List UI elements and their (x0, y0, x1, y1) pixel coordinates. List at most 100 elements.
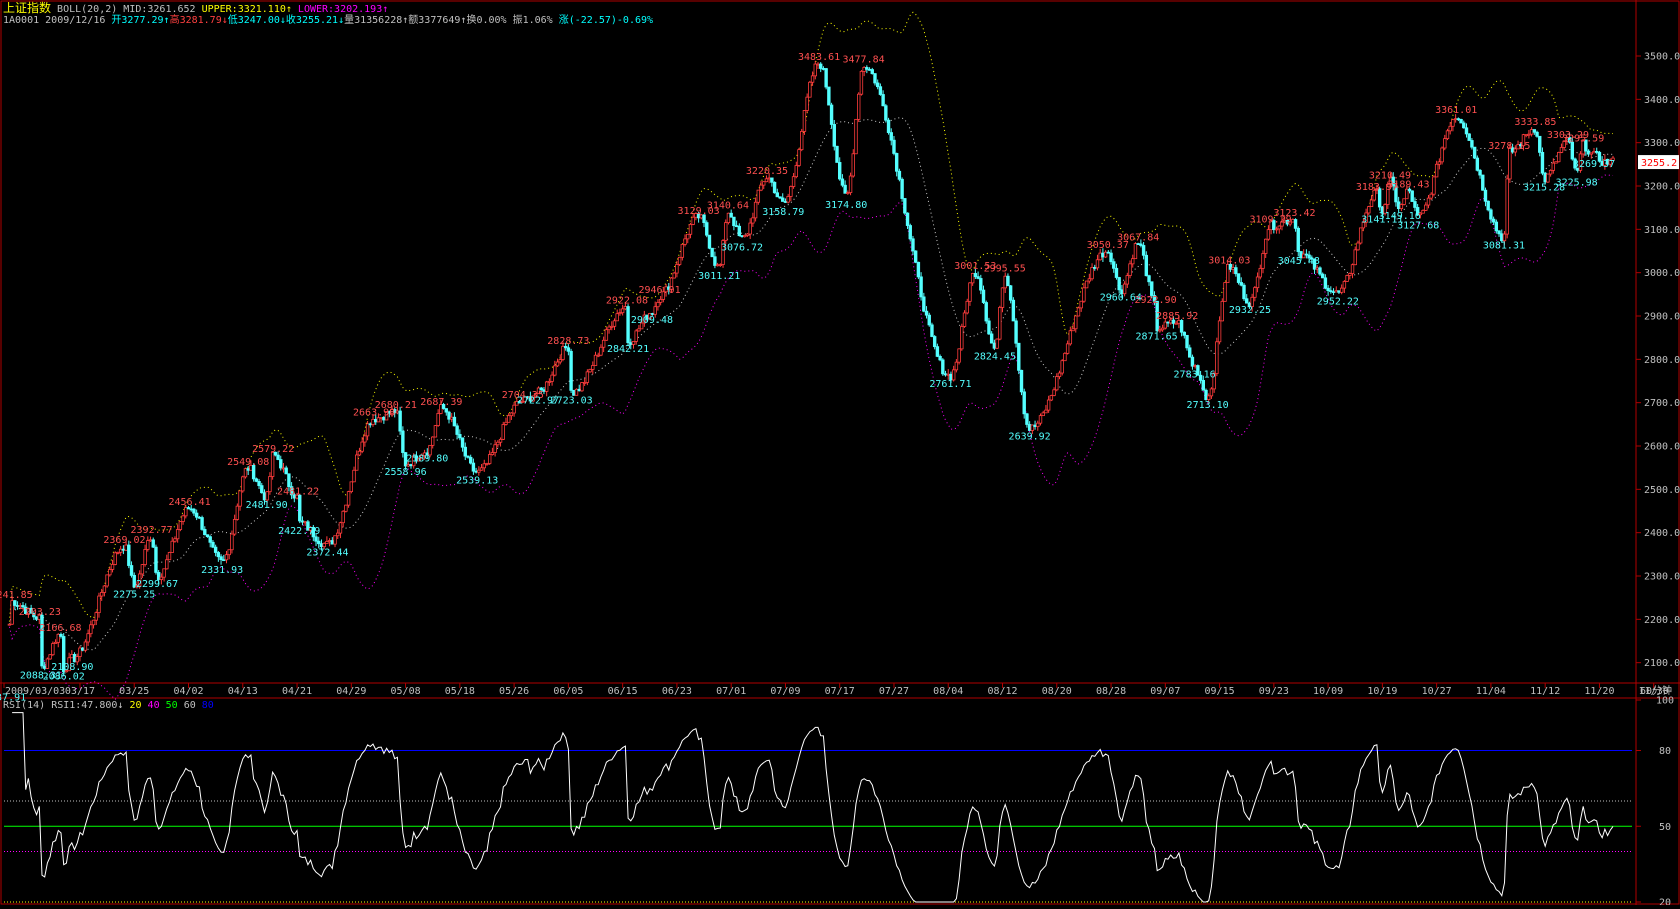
candle-body (691, 216, 695, 225)
candle-body (167, 552, 172, 561)
current-price-label: 3255.2 (1641, 158, 1677, 169)
candle-body (686, 233, 690, 240)
candle-body (154, 546, 158, 573)
candle-body (89, 624, 93, 635)
candle-body (97, 595, 101, 614)
candle-body (352, 469, 356, 483)
price-tick-label: 2300.0 (1644, 572, 1680, 583)
trough-label: 3076.72 (721, 242, 763, 253)
candle-body (569, 350, 573, 391)
candle-body (216, 552, 221, 558)
candle-body (1516, 144, 1520, 150)
candle-body (349, 481, 354, 493)
candle-body (1456, 118, 1461, 121)
candle-body (1573, 158, 1577, 169)
candle-body (816, 63, 820, 66)
candle-body (1562, 141, 1566, 148)
candle-body (78, 647, 82, 657)
candle-body (930, 324, 934, 337)
candle-body (721, 240, 725, 265)
date-tick-label: 09/23 (1259, 686, 1289, 697)
candle-body (428, 444, 432, 456)
price-axis[interactable]: 3500.0 3400.0 3300.0 3200.0 3100.0 3000.0 2900… (1636, 52, 1680, 698)
trough-label: 3158.79 (762, 207, 804, 218)
date-tick-label: 10/27 (1422, 686, 1452, 697)
candle-body (1236, 273, 1241, 283)
candle-body (1326, 287, 1330, 291)
date-tick-label: 05/26 (499, 686, 529, 697)
quote-volume: 量31356228↑ (344, 15, 409, 26)
candle-body (333, 535, 337, 545)
candle-body (262, 492, 267, 501)
candle-body (1188, 347, 1192, 358)
candle-body (1339, 287, 1344, 293)
candle-body (960, 326, 964, 350)
candle-body (523, 396, 527, 402)
candle-body (1532, 129, 1537, 133)
candle-body (1071, 328, 1075, 332)
price-tick-label: 2700.0 (1644, 398, 1680, 409)
candle-body (99, 592, 104, 597)
candle-body (843, 184, 847, 194)
candle-body (612, 320, 617, 327)
candle-body (1312, 258, 1317, 270)
candle-body (1429, 193, 1433, 199)
rsi-header: RSI(14) RSI1:47.800↓ 20 40 50 60 80 (3, 700, 214, 712)
quote-change: 涨(-22.57)-0.69% (558, 15, 654, 26)
candle-body (1399, 204, 1404, 209)
candle-body (165, 559, 169, 570)
candle-body (118, 548, 123, 553)
candle-body (989, 333, 994, 344)
candle-body (759, 184, 763, 191)
candle-body (1548, 169, 1553, 175)
candle-body (1171, 319, 1176, 324)
trough-label: 2713.10 (1187, 400, 1229, 411)
candle-body (1424, 204, 1428, 211)
candle-body (1093, 267, 1097, 269)
candle-body (1193, 365, 1197, 367)
peak-label: 2369.02 (103, 535, 145, 546)
candle-body (1491, 218, 1496, 223)
candle-body (75, 656, 79, 663)
candle-body (1464, 127, 1469, 135)
candle-body (1036, 422, 1040, 428)
candle-body (1418, 212, 1423, 216)
candle-body (189, 508, 193, 511)
rsi-name[interactable]: RSI(14) (3, 700, 46, 711)
candle-body (156, 572, 161, 580)
candle-body (867, 68, 872, 71)
candle-body (1057, 372, 1062, 377)
candle-body (80, 647, 85, 651)
candle-body (558, 359, 562, 363)
boll-upper-line (8, 11, 1614, 622)
price-tick-label: 3500.0 (1644, 52, 1680, 63)
candle-body (772, 181, 777, 194)
boll-mid-line (8, 117, 1614, 651)
candle-body (137, 573, 142, 587)
candle-body (270, 451, 275, 477)
date-axis[interactable]: 2009/03/03 03/17 03/25 04/02 04/13 04/21 04/29… (3, 683, 1680, 697)
candle-body (1467, 133, 1471, 141)
candle-body (197, 516, 202, 519)
candle-body (946, 373, 950, 376)
candle-body (656, 301, 660, 308)
candle-body (789, 186, 793, 197)
candle-body (1079, 300, 1083, 309)
date-tick-label: 11/20 (1584, 686, 1614, 697)
candle-body (173, 538, 177, 542)
candle-body (1540, 151, 1545, 174)
candle-body (1242, 284, 1246, 300)
candle-body (398, 410, 402, 432)
candle-body (1144, 254, 1149, 277)
candle-body (395, 410, 400, 414)
candle-body (303, 521, 307, 524)
peak-label: 2885.92 (1156, 311, 1198, 322)
candle-body (1141, 245, 1146, 256)
candle-body (1608, 160, 1612, 165)
candle-body (840, 178, 845, 186)
candle-body (194, 512, 199, 518)
rsi-panel (4, 712, 1632, 903)
candle-body (672, 272, 676, 279)
candle-body (886, 119, 891, 133)
index-name[interactable]: 上证指数 (3, 1, 52, 15)
